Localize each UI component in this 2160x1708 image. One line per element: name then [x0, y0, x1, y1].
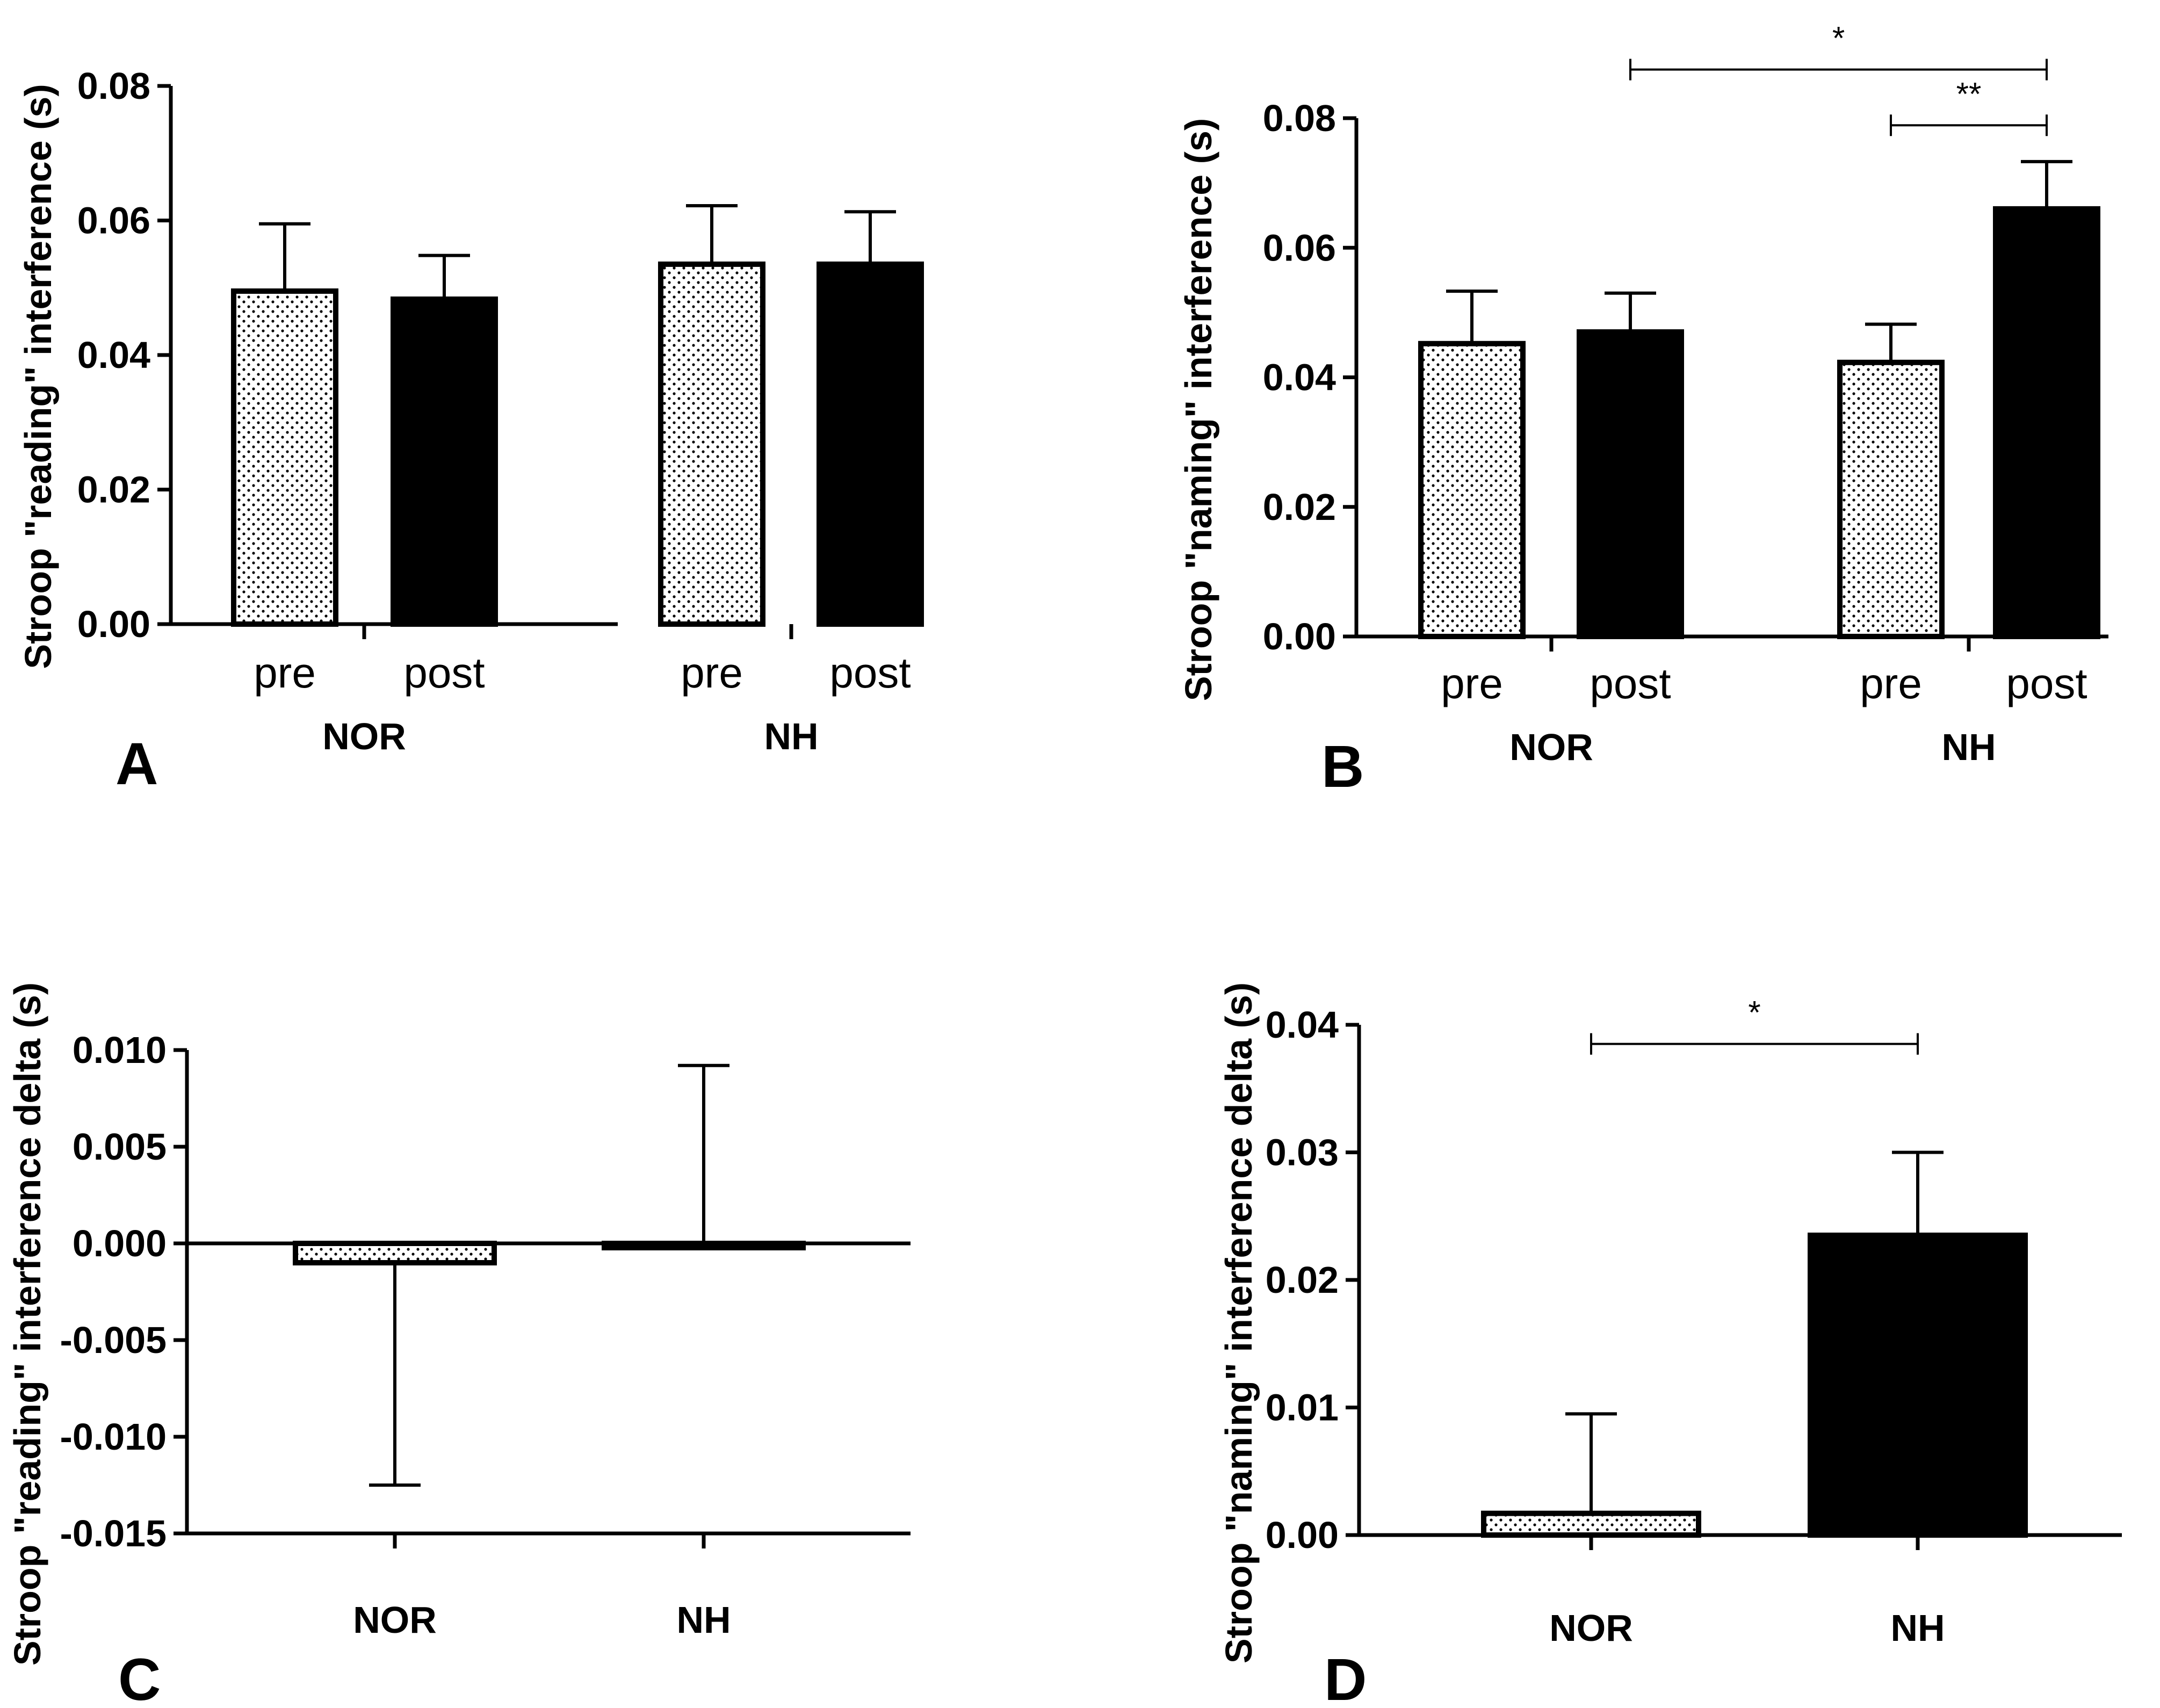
y-tick-label: 0.00	[77, 603, 150, 645]
x-category-label: NH	[676, 1599, 731, 1641]
x-category-label: pre	[681, 649, 743, 697]
y-axis-label: Stroop "naming" interference delta (s)	[1218, 982, 1260, 1663]
significance-label: *	[1748, 995, 1760, 1031]
bar-nor-pre	[1418, 341, 1526, 639]
x-category-label: NH	[1890, 1607, 1945, 1649]
y-tick-label: 0.010	[73, 1029, 167, 1071]
group-label: NOR	[322, 715, 406, 757]
y-tick-label: 0.01	[1266, 1387, 1339, 1429]
y-tick-label: 0.04	[77, 334, 150, 376]
y-tick-label: 0.06	[1263, 227, 1336, 269]
bar-nh-post	[1993, 206, 2100, 639]
y-tick-label: 0.02	[1263, 486, 1336, 528]
y-tick-label: -0.005	[60, 1319, 167, 1361]
bar-nor-post	[391, 296, 498, 627]
x-category-label: post	[829, 649, 911, 697]
bar-nor-nor	[293, 1241, 497, 1265]
y-tick-label: 0.08	[1263, 97, 1336, 139]
panel-b-chart: 0.00 0.02 0.04 0.06 0.08 pre post pre post NOR NH S…	[1177, 20, 2108, 800]
y-tick-label: -0.010	[60, 1416, 167, 1458]
panel-d-chart: 0.00 0.01 0.02 0.03 0.04 NOR NH Stroop "naming"…	[1218, 982, 2122, 1708]
bar-nh-post	[817, 261, 924, 627]
y-tick-label: 0.06	[77, 200, 150, 242]
group-label: NH	[764, 715, 818, 757]
y-tick-label: 0.000	[73, 1222, 167, 1264]
y-tick-label: 0.02	[77, 469, 150, 511]
panel-a-chart: 0.00 0.02 0.04 0.06 0.08 pre post pre post NOR NH S…	[17, 65, 924, 797]
x-category-label: pre	[254, 649, 316, 697]
bar-nh-pre	[658, 261, 765, 627]
x-category-label: NOR	[1549, 1607, 1633, 1649]
group-label: NOR	[1509, 726, 1593, 768]
y-tick-label: 0.04	[1266, 1004, 1339, 1046]
significance-label: *	[1832, 20, 1845, 56]
group-label: NH	[1941, 726, 1996, 768]
panel-label: B	[1321, 734, 1364, 800]
y-axis-label: Stroop "naming" interference (s)	[1177, 118, 1219, 701]
panel-c-chart: -0.015 -0.010 -0.005 0.000 0.005 0.010 NOR NH St…	[6, 982, 911, 1708]
bar-nor-pre	[231, 288, 338, 627]
y-tick-label: 0.005	[73, 1126, 167, 1168]
x-category-label: NOR	[353, 1599, 437, 1641]
bar-nor-nor	[1481, 1510, 1701, 1538]
x-category-label: pre	[1860, 660, 1922, 707]
panel-label: A	[115, 731, 158, 797]
y-tick-label: 0.00	[1263, 616, 1336, 657]
x-category-label: pre	[1441, 660, 1503, 707]
bar-nh-nh	[1808, 1232, 2028, 1538]
y-tick-label: 0.04	[1263, 357, 1336, 399]
bar-nor-post	[1577, 329, 1684, 639]
x-category-label: post	[403, 649, 485, 697]
panel-label: D	[1324, 1647, 1367, 1708]
y-tick-label: 0.00	[1266, 1514, 1339, 1556]
x-category-label: post	[1590, 660, 1671, 707]
y-tick-label: 0.03	[1266, 1132, 1339, 1174]
y-tick-label: 0.08	[77, 65, 150, 107]
bar-nh-pre	[1837, 359, 1945, 639]
y-axis-label: Stroop "reading" interference (s)	[17, 84, 59, 669]
panel-label: C	[118, 1647, 161, 1708]
y-tick-label: -0.015	[60, 1512, 167, 1554]
y-tick-label: 0.02	[1266, 1259, 1339, 1301]
significance-label: **	[1956, 76, 1982, 112]
y-axis-label: Stroop "reading" interference delta (s)	[6, 982, 48, 1666]
x-category-label: post	[2006, 660, 2087, 707]
